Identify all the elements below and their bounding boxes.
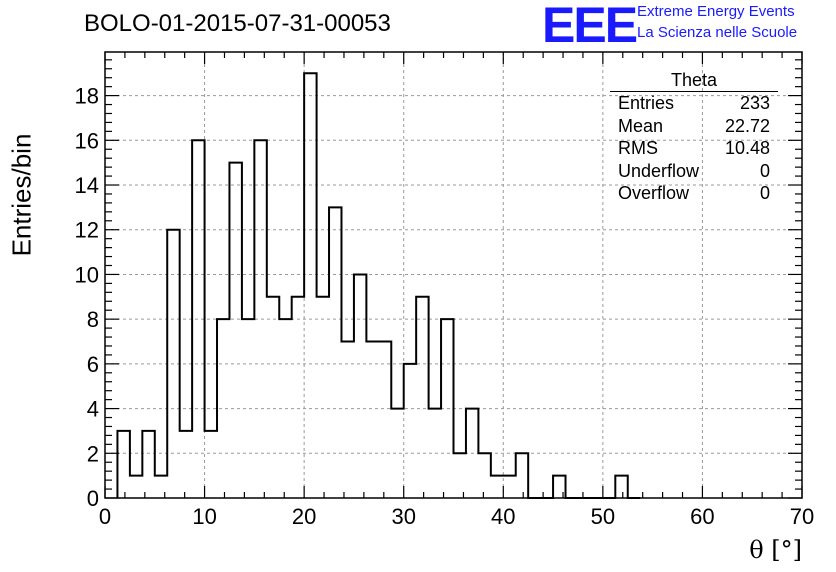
histogram-bin	[217, 319, 229, 498]
histogram-bin	[404, 364, 416, 498]
y-tick-label: 8	[87, 307, 99, 332]
histogram-bin	[466, 409, 478, 498]
stats-row-underflow: Underflow 0	[610, 160, 778, 183]
stats-value: 22.72	[724, 115, 770, 136]
logo-caption-line2: La Scienza nelle Scuole	[637, 24, 798, 41]
stats-value: 233	[739, 93, 770, 113]
histogram-bin	[130, 476, 142, 498]
x-tick-label: 20	[292, 504, 316, 529]
histogram-bin	[441, 319, 453, 498]
histogram-bin	[416, 297, 428, 498]
y-axis-label-box: Entries/bin	[4, 110, 40, 280]
chart-title: BOLO-01-2015-07-31-00053	[84, 10, 391, 37]
histogram-bin	[242, 319, 254, 498]
stats-label: Underflow	[618, 160, 700, 181]
histogram-bin	[142, 431, 154, 498]
histogram-bin	[292, 297, 304, 498]
histogram-bin	[229, 163, 241, 498]
histogram-bin	[254, 140, 266, 498]
histogram-bin	[279, 319, 291, 498]
histogram-bin	[317, 297, 329, 498]
histogram-bin	[180, 431, 192, 498]
stats-label: Entries	[618, 93, 675, 113]
histogram-bin	[304, 73, 316, 498]
histogram-bin	[516, 453, 528, 498]
logo-caption-line1: Extreme Energy Events	[637, 3, 795, 20]
stats-row-overflow: Overflow 0	[610, 182, 778, 205]
histogram-bin	[117, 431, 129, 498]
histogram-bin	[267, 297, 279, 498]
x-axis-label: θ [°]	[749, 536, 802, 564]
histogram-bin	[192, 140, 204, 498]
y-tick-label: 4	[87, 397, 99, 422]
stats-box: Theta Entries 233 Mean 22.72 RMS 10.48 Unde…	[610, 70, 778, 205]
y-tick-label: 12	[75, 218, 99, 243]
histogram-bin	[155, 476, 167, 498]
y-tick-label: 6	[87, 352, 99, 377]
y-tick-label: 0	[87, 486, 99, 511]
histogram-bin	[366, 342, 378, 498]
y-tick-label: 2	[87, 441, 99, 466]
y-tick-label: 18	[75, 84, 99, 109]
stats-label: Mean	[618, 115, 664, 136]
histogram-bin	[354, 274, 366, 498]
histogram-bin	[478, 453, 490, 498]
x-tick-label: 10	[192, 504, 216, 529]
stats-row-rms: RMS 10.48	[610, 137, 778, 160]
histogram-bin	[491, 476, 503, 498]
x-tick-label: 0	[99, 504, 111, 529]
y-tick-label: 16	[75, 128, 99, 153]
stats-label: Overflow	[618, 183, 690, 204]
histogram-bin	[553, 476, 565, 498]
x-tick-label: 40	[491, 504, 515, 529]
stats-label: RMS	[618, 138, 658, 159]
stats-value: 0	[759, 183, 770, 204]
x-tick-label: 60	[690, 504, 714, 529]
histogram-bin	[429, 409, 441, 498]
y-axis-label: Entries/bin	[6, 133, 37, 257]
stats-value: 0	[759, 160, 770, 181]
histogram-bin	[341, 342, 353, 498]
histogram-bin	[391, 409, 403, 498]
histogram-bin	[205, 431, 217, 498]
x-tick-label: 50	[591, 504, 615, 529]
histogram-bin	[167, 230, 179, 498]
eee-logo: EEE	[542, 0, 638, 53]
stats-value: 10.48	[724, 138, 770, 159]
x-tick-label: 70	[790, 504, 814, 529]
stats-row-mean: Mean 22.72	[610, 115, 778, 138]
histogram-bin	[615, 476, 627, 498]
y-tick-label: 10	[75, 262, 99, 287]
histogram-bin	[379, 342, 391, 498]
stats-row-entries: Entries 233	[610, 92, 778, 115]
histogram-bin	[503, 476, 515, 498]
histogram-bin	[329, 207, 341, 498]
y-tick-label: 14	[75, 173, 99, 198]
histogram-bin	[454, 453, 466, 498]
x-tick-label: 30	[391, 504, 415, 529]
stats-title: Theta	[610, 70, 778, 92]
